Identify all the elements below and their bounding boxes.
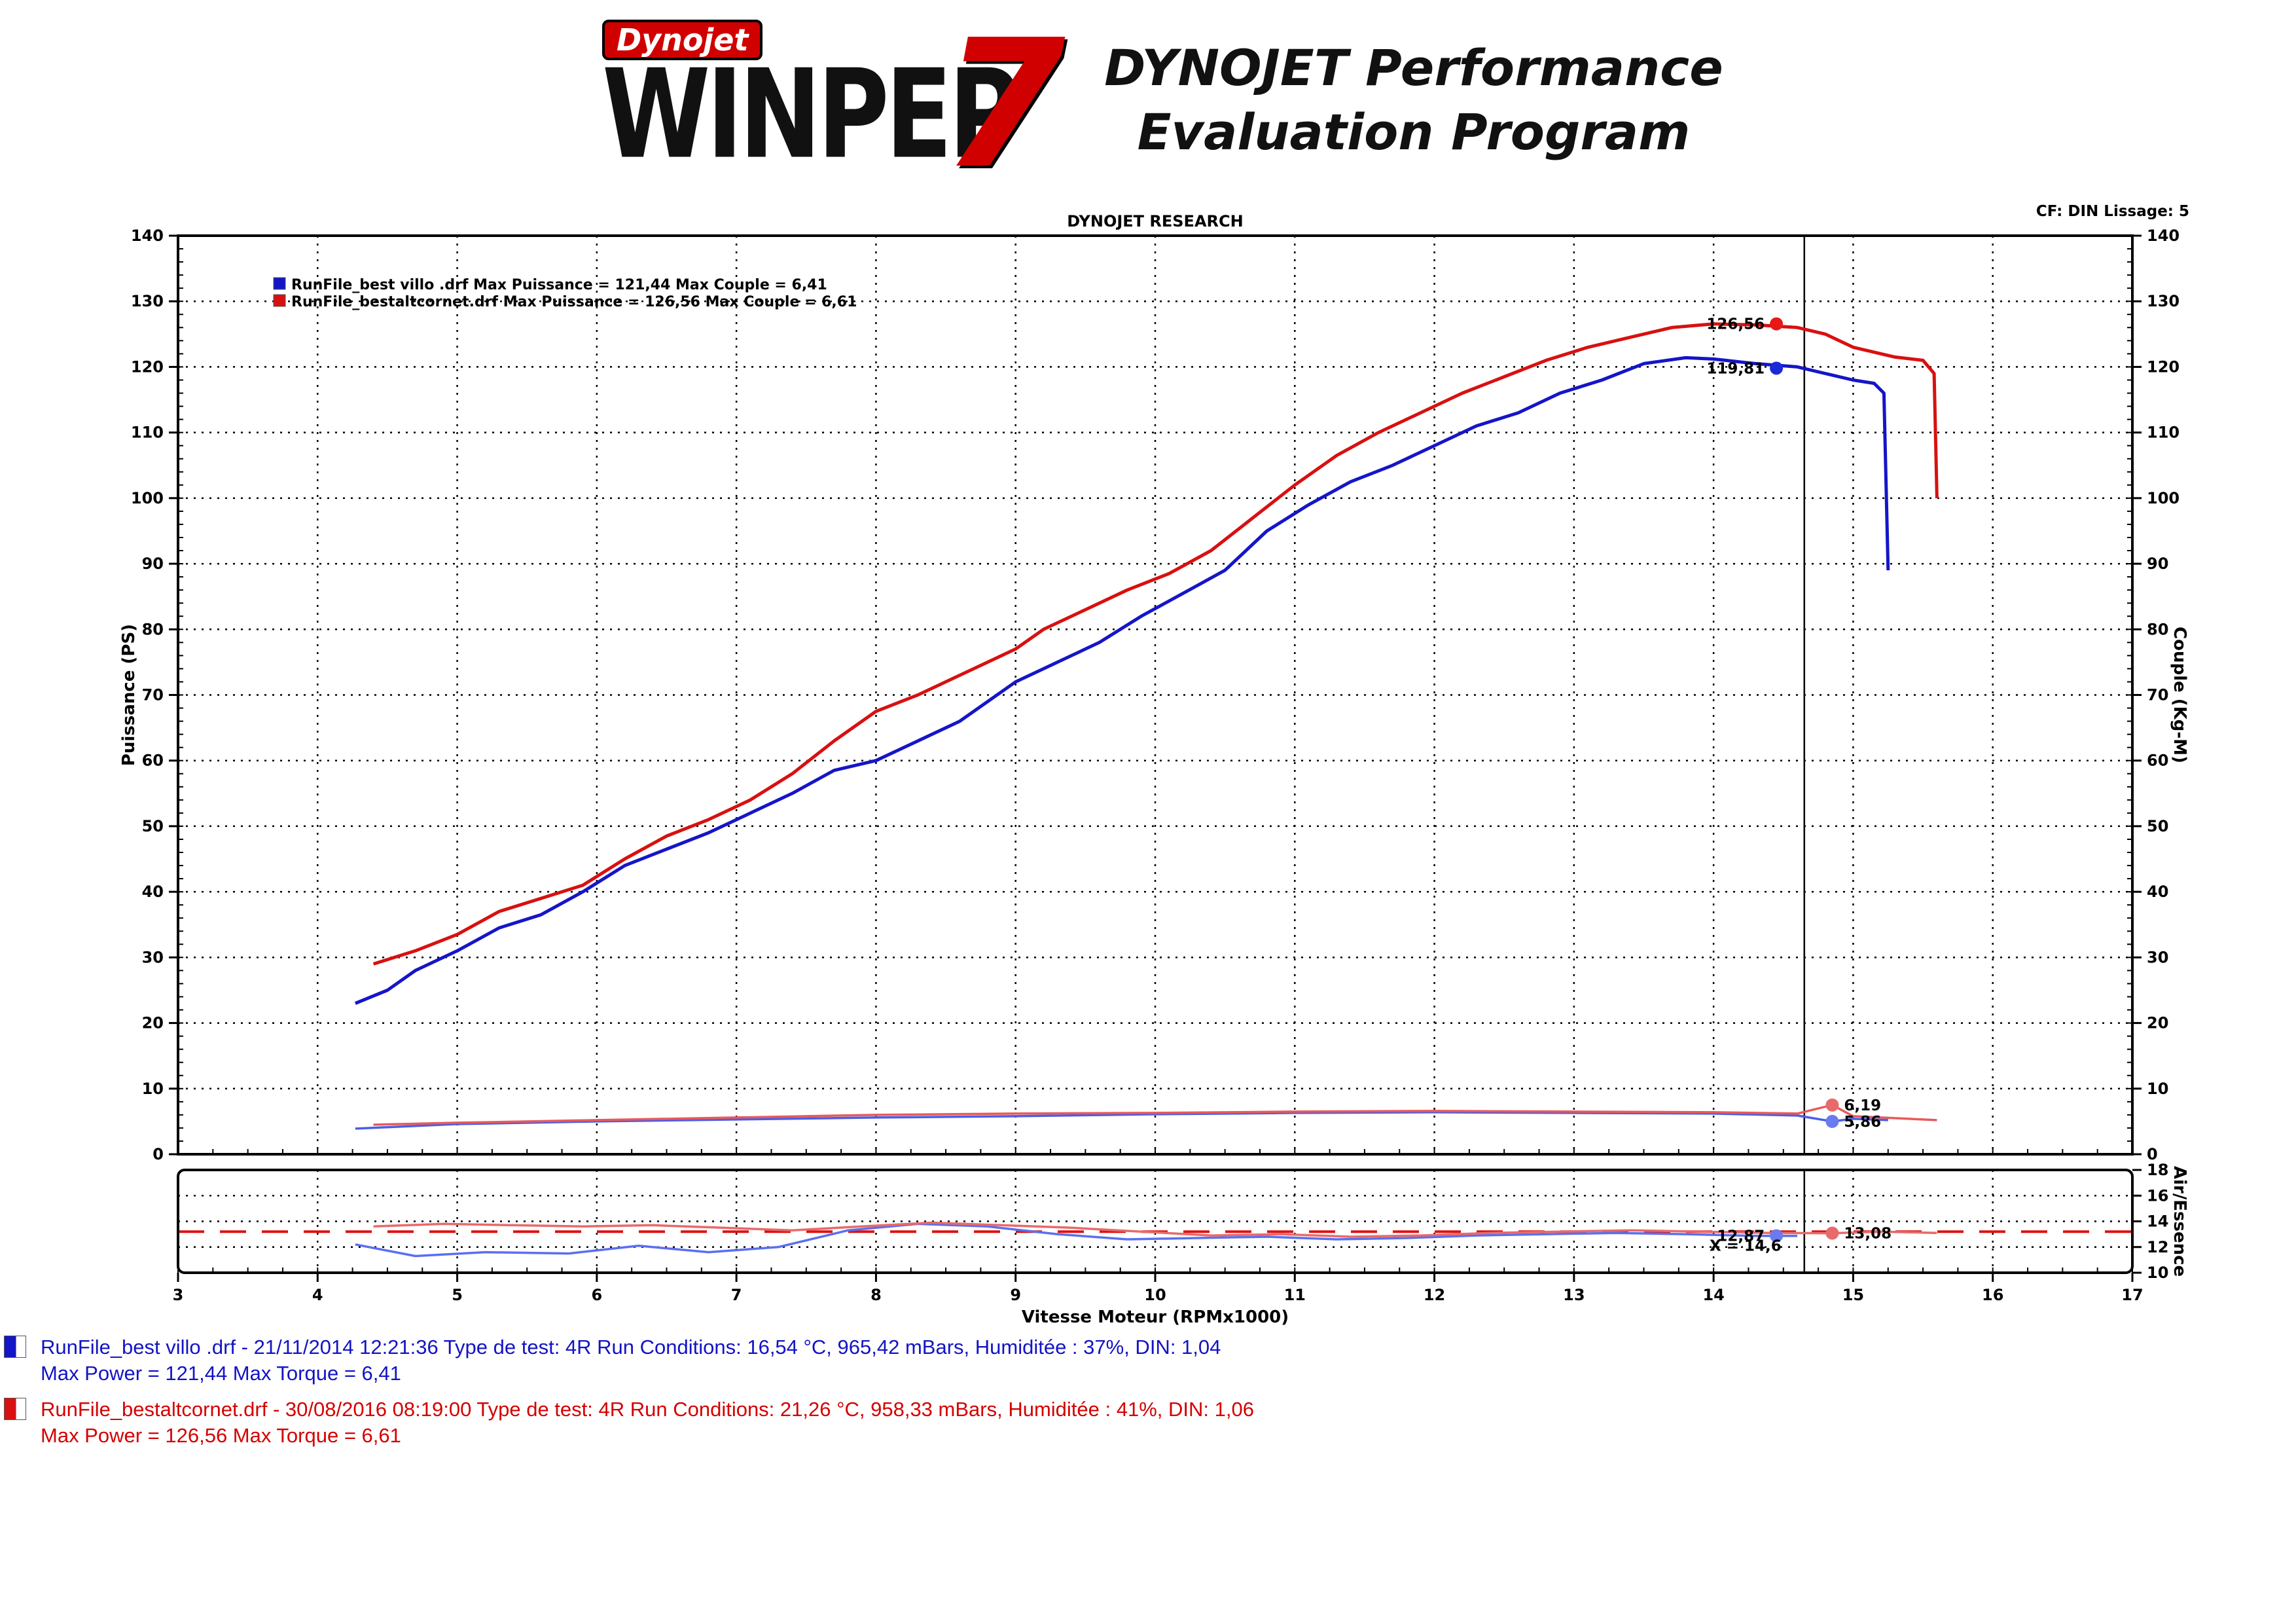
- y-tick-label: 90: [142, 555, 164, 573]
- y-tick-label: 140: [131, 227, 164, 245]
- x-tick-label: 9: [1010, 1286, 1021, 1304]
- y-tick-label-right: 20: [2147, 1014, 2168, 1032]
- y-tick-label-lower: 14: [2147, 1213, 2168, 1231]
- y-tick-label-right: 80: [2147, 620, 2168, 638]
- run-info-line: RunFile_bestaltcornet.drf - 30/08/2016 0…: [41, 1398, 1254, 1421]
- power-curve: [372, 322, 1939, 966]
- run-max-values: Max Power = 121,44 Max Torque = 6,41: [41, 1362, 401, 1385]
- y-tick-label: 20: [142, 1014, 164, 1032]
- winpep-logo-text: WINPEP: [602, 44, 1020, 187]
- y-tick-label-right: 50: [2147, 817, 2168, 835]
- program-title: DYNOJET Performance Evaluation Program: [1090, 36, 1738, 164]
- upper-plot-frame: [177, 234, 2134, 1156]
- run-info-line: RunFile_best villo .drf - 21/11/2014 12:…: [41, 1336, 1221, 1359]
- value-marker-label: 5,86: [1844, 1114, 1881, 1131]
- value-marker-label: 13,08: [1844, 1226, 1892, 1243]
- program-title-line1: DYNOJET Performance: [1104, 39, 1723, 97]
- value-marker-label: 119,81: [1706, 360, 1765, 377]
- y-tick-label-right: 120: [2147, 357, 2179, 376]
- dynojet-logo-badge: Dynojet: [602, 20, 763, 60]
- x-tick-label: 15: [1842, 1286, 1864, 1304]
- afr-curve: [355, 1222, 1798, 1258]
- y-tick-label-lower: 16: [2147, 1186, 2168, 1205]
- x-tick-label: 6: [592, 1286, 603, 1304]
- y-tick-label: 70: [142, 686, 164, 704]
- chart-title: DYNOJET RESEARCH: [1067, 212, 1243, 230]
- value-marker-dot: [1825, 1226, 1839, 1240]
- x-tick-label: 8: [870, 1286, 882, 1304]
- chart-note: CF: DIN Lissage: 5: [2036, 203, 2189, 220]
- winpep-logo-number: 7: [942, 1, 1066, 208]
- run-color-swatch: [4, 1336, 26, 1358]
- x-axis-label: Vitesse Moteur (RPMx1000): [1022, 1307, 1289, 1327]
- y-tick-label-right: 140: [2147, 227, 2179, 245]
- torque-curve: [373, 1104, 1937, 1126]
- y-tick-label: 50: [142, 817, 164, 835]
- y-tick-label-right: 70: [2147, 686, 2168, 704]
- x-tick-label: 12: [1424, 1286, 1445, 1304]
- grid: [178, 236, 2132, 1273]
- y-tick-label-right: 40: [2147, 883, 2168, 901]
- y-tick-label-lower: 18: [2147, 1161, 2168, 1179]
- value-marker-dot: [1770, 1229, 1784, 1243]
- y-tick-label-right: 0: [2147, 1145, 2158, 1163]
- y-tick-label-lower: 12: [2147, 1238, 2168, 1256]
- power-curve: [354, 356, 1890, 1005]
- chart-text: 3 4 5 6 7 8 9 10 11 12 13 14 15 16 17 0 0 10 10 20 20 30 30 40 4…: [119, 203, 2189, 1327]
- torque-curve: [355, 1111, 1888, 1130]
- value-marker-dot: [1825, 1114, 1839, 1128]
- markers: [1770, 317, 1839, 1243]
- value-marker-dot: [1770, 361, 1784, 375]
- y-tick-label-lower: 10: [2147, 1264, 2168, 1282]
- legend-label: RunFile_best villo .drf Max Puissance = …: [291, 277, 827, 293]
- x-tick-label: 5: [452, 1286, 463, 1304]
- y-tick-label: 10: [142, 1080, 164, 1098]
- legend-label: RunFile_bestaltcornet.drf Max Puissance …: [291, 294, 857, 310]
- run-color-swatch: [4, 1398, 26, 1420]
- y-tick-label-right: 10: [2147, 1080, 2168, 1098]
- x-tick-label: 4: [312, 1286, 323, 1304]
- y-tick-label-right: 30: [2147, 948, 2168, 966]
- y-tick-label-right: 130: [2147, 292, 2179, 310]
- value-marker-label: 126,56: [1706, 316, 1765, 333]
- value-marker-dot: [1825, 1098, 1839, 1112]
- y-tick-label: 130: [131, 292, 164, 310]
- y-tick-label: 110: [131, 424, 164, 442]
- y-tick-label: 0: [152, 1145, 164, 1163]
- value-marker-label: 6,19: [1844, 1097, 1881, 1114]
- x-tick-label: 17: [2121, 1286, 2143, 1304]
- x-tick-label: 10: [1144, 1286, 1166, 1304]
- cursor-label: X = 14,6: [1710, 1238, 1782, 1255]
- legend-swatch: [273, 277, 286, 290]
- run-max-values: Max Power = 126,56 Max Torque = 6,61: [41, 1424, 401, 1447]
- x-tick-label: 3: [173, 1286, 184, 1304]
- value-marker-dot: [1770, 317, 1784, 331]
- x-tick-label: 7: [731, 1286, 742, 1304]
- x-tick-label: 11: [1284, 1286, 1306, 1304]
- y-tick-label-right: 110: [2147, 424, 2179, 442]
- y-axis-label-left: Puissance (PS): [119, 624, 139, 766]
- legend-swatch: [273, 294, 286, 307]
- y-tick-label-right: 60: [2147, 752, 2168, 770]
- program-title-line2: Evaluation Program: [1137, 103, 1691, 161]
- y-axis-label-right: Couple (Kg-M): [2170, 627, 2189, 763]
- y-tick-label-right: 90: [2147, 555, 2168, 573]
- y-axis-label-lower: Air/Essence: [2170, 1166, 2189, 1277]
- x-tick-label: 16: [1982, 1286, 2003, 1304]
- y-tick-label: 40: [142, 883, 164, 901]
- afr-curve: [373, 1221, 1937, 1238]
- y-tick-label: 100: [131, 489, 164, 507]
- x-tick-label: 13: [1563, 1286, 1585, 1304]
- y-tick-label: 30: [142, 948, 164, 966]
- y-tick-label-right: 100: [2147, 489, 2179, 507]
- y-tick-label: 60: [142, 752, 164, 770]
- y-tick-label: 80: [142, 620, 164, 638]
- winpep-logo: Dynojet WINPEP 7: [602, 16, 1073, 193]
- value-marker-label: 12,87: [1717, 1228, 1765, 1245]
- axes: [169, 234, 2142, 1282]
- y-tick-label: 120: [131, 357, 164, 376]
- x-tick-label: 14: [1702, 1286, 1724, 1304]
- series: [354, 322, 1939, 1258]
